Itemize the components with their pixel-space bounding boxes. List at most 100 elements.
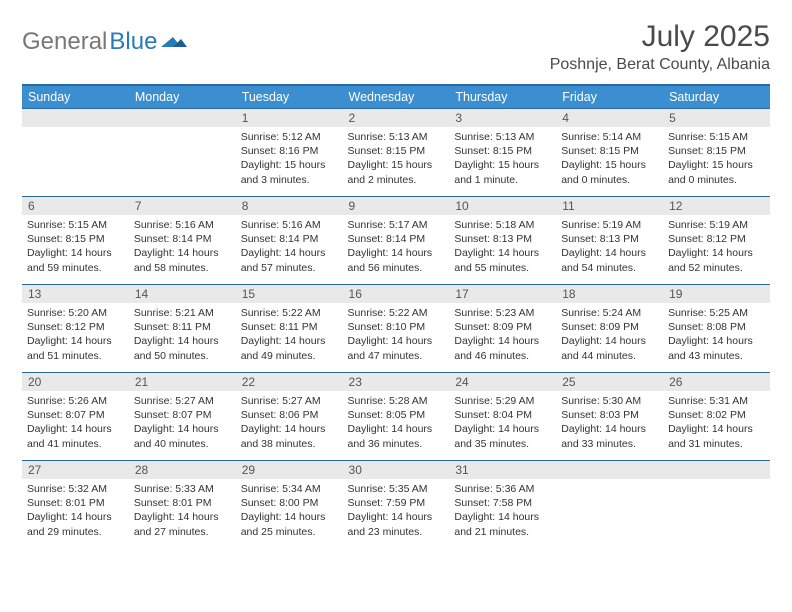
day-number: 4 [556,109,663,127]
sunrise-text: Sunrise: 5:13 AM [348,130,445,144]
calendar-cell: 20Sunrise: 5:26 AMSunset: 8:07 PMDayligh… [22,373,129,461]
day-number: 26 [663,373,770,391]
day-number: 7 [129,197,236,215]
day-number: 3 [449,109,556,127]
sunset-text: Sunset: 8:12 PM [668,232,765,246]
sunrise-text: Sunrise: 5:34 AM [241,482,338,496]
sunset-text: Sunset: 8:03 PM [561,408,658,422]
day-body: Sunrise: 5:23 AMSunset: 8:09 PMDaylight:… [449,303,556,367]
daylight-text: Daylight: 14 hours and 49 minutes. [241,334,338,362]
calendar-cell: 12Sunrise: 5:19 AMSunset: 8:12 PMDayligh… [663,197,770,285]
daylight-text: Daylight: 14 hours and 55 minutes. [454,246,551,274]
day-body: Sunrise: 5:27 AMSunset: 8:07 PMDaylight:… [129,391,236,455]
day-number: 23 [343,373,450,391]
daylight-text: Daylight: 14 hours and 40 minutes. [134,422,231,450]
day-body [663,479,770,539]
daylight-text: Daylight: 14 hours and 38 minutes. [241,422,338,450]
daylight-text: Daylight: 14 hours and 54 minutes. [561,246,658,274]
sunset-text: Sunset: 8:01 PM [134,496,231,510]
calendar-cell [663,461,770,549]
calendar-cell: 22Sunrise: 5:27 AMSunset: 8:06 PMDayligh… [236,373,343,461]
calendar-cell [556,461,663,549]
sunrise-text: Sunrise: 5:14 AM [561,130,658,144]
day-number: 9 [343,197,450,215]
sunset-text: Sunset: 8:09 PM [561,320,658,334]
header: GeneralBlue July 2025 Poshnje, Berat Cou… [22,20,770,74]
sunset-text: Sunset: 8:06 PM [241,408,338,422]
calendar-week: 1Sunrise: 5:12 AMSunset: 8:16 PMDaylight… [22,109,770,197]
sunrise-text: Sunrise: 5:27 AM [241,394,338,408]
day-number: 31 [449,461,556,479]
day-body: Sunrise: 5:16 AMSunset: 8:14 PMDaylight:… [236,215,343,279]
calendar-cell: 5Sunrise: 5:15 AMSunset: 8:15 PMDaylight… [663,109,770,197]
sunrise-text: Sunrise: 5:22 AM [348,306,445,320]
daylight-text: Daylight: 14 hours and 21 minutes. [454,510,551,538]
dow-friday: Friday [556,85,663,109]
sunrise-text: Sunrise: 5:16 AM [134,218,231,232]
sunrise-text: Sunrise: 5:18 AM [454,218,551,232]
day-number: 27 [22,461,129,479]
day-number: 18 [556,285,663,303]
day-number: 13 [22,285,129,303]
day-number: 17 [449,285,556,303]
calendar-cell: 8Sunrise: 5:16 AMSunset: 8:14 PMDaylight… [236,197,343,285]
sunset-text: Sunset: 8:11 PM [134,320,231,334]
day-body: Sunrise: 5:16 AMSunset: 8:14 PMDaylight:… [129,215,236,279]
calendar-cell: 3Sunrise: 5:13 AMSunset: 8:15 PMDaylight… [449,109,556,197]
daylight-text: Daylight: 15 hours and 0 minutes. [561,158,658,186]
day-body: Sunrise: 5:33 AMSunset: 8:01 PMDaylight:… [129,479,236,543]
sunrise-text: Sunrise: 5:25 AM [668,306,765,320]
sunset-text: Sunset: 8:15 PM [27,232,124,246]
day-number [556,461,663,479]
day-body: Sunrise: 5:21 AMSunset: 8:11 PMDaylight:… [129,303,236,367]
sunset-text: Sunset: 8:08 PM [668,320,765,334]
day-number: 16 [343,285,450,303]
day-body: Sunrise: 5:32 AMSunset: 8:01 PMDaylight:… [22,479,129,543]
dow-tuesday: Tuesday [236,85,343,109]
dow-wednesday: Wednesday [343,85,450,109]
calendar-cell: 2Sunrise: 5:13 AMSunset: 8:15 PMDaylight… [343,109,450,197]
calendar-cell: 26Sunrise: 5:31 AMSunset: 8:02 PMDayligh… [663,373,770,461]
logo-word-2: Blue [109,28,157,56]
calendar-cell: 7Sunrise: 5:16 AMSunset: 8:14 PMDaylight… [129,197,236,285]
daylight-text: Daylight: 15 hours and 1 minute. [454,158,551,186]
calendar-cell: 27Sunrise: 5:32 AMSunset: 8:01 PMDayligh… [22,461,129,549]
calendar-cell: 24Sunrise: 5:29 AMSunset: 8:04 PMDayligh… [449,373,556,461]
day-body: Sunrise: 5:24 AMSunset: 8:09 PMDaylight:… [556,303,663,367]
daylight-text: Daylight: 14 hours and 23 minutes. [348,510,445,538]
calendar-cell: 10Sunrise: 5:18 AMSunset: 8:13 PMDayligh… [449,197,556,285]
dow-sunday: Sunday [22,85,129,109]
day-number: 6 [22,197,129,215]
calendar-cell [22,109,129,197]
calendar-cell: 31Sunrise: 5:36 AMSunset: 7:58 PMDayligh… [449,461,556,549]
calendar-week: 13Sunrise: 5:20 AMSunset: 8:12 PMDayligh… [22,285,770,373]
sunset-text: Sunset: 7:58 PM [454,496,551,510]
day-body: Sunrise: 5:17 AMSunset: 8:14 PMDaylight:… [343,215,450,279]
day-body: Sunrise: 5:13 AMSunset: 8:15 PMDaylight:… [343,127,450,191]
sunset-text: Sunset: 8:10 PM [348,320,445,334]
sunrise-text: Sunrise: 5:30 AM [561,394,658,408]
sunset-text: Sunset: 8:16 PM [241,144,338,158]
sunrise-text: Sunrise: 5:23 AM [454,306,551,320]
calendar-cell: 19Sunrise: 5:25 AMSunset: 8:08 PMDayligh… [663,285,770,373]
day-number: 29 [236,461,343,479]
calendar-week: 20Sunrise: 5:26 AMSunset: 8:07 PMDayligh… [22,373,770,461]
calendar-cell: 6Sunrise: 5:15 AMSunset: 8:15 PMDaylight… [22,197,129,285]
calendar-cell: 28Sunrise: 5:33 AMSunset: 8:01 PMDayligh… [129,461,236,549]
day-number: 24 [449,373,556,391]
title-block: July 2025 Poshnje, Berat County, Albania [550,20,770,74]
calendar-cell: 11Sunrise: 5:19 AMSunset: 8:13 PMDayligh… [556,197,663,285]
daylight-text: Daylight: 14 hours and 31 minutes. [668,422,765,450]
daylight-text: Daylight: 15 hours and 2 minutes. [348,158,445,186]
sunset-text: Sunset: 8:14 PM [348,232,445,246]
day-body: Sunrise: 5:29 AMSunset: 8:04 PMDaylight:… [449,391,556,455]
sunrise-text: Sunrise: 5:21 AM [134,306,231,320]
day-number: 25 [556,373,663,391]
day-number: 8 [236,197,343,215]
sunrise-text: Sunrise: 5:26 AM [27,394,124,408]
daylight-text: Daylight: 14 hours and 57 minutes. [241,246,338,274]
sunrise-text: Sunrise: 5:27 AM [134,394,231,408]
day-number: 11 [556,197,663,215]
calendar-cell: 16Sunrise: 5:22 AMSunset: 8:10 PMDayligh… [343,285,450,373]
daylight-text: Daylight: 14 hours and 52 minutes. [668,246,765,274]
